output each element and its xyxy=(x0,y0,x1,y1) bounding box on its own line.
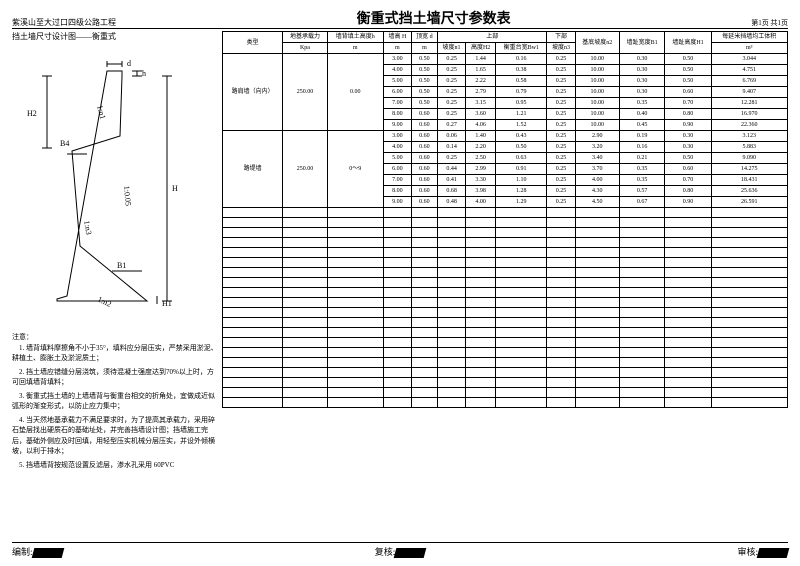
table-row xyxy=(223,318,788,328)
table-row xyxy=(223,398,788,408)
svg-text:H2: H2 xyxy=(27,109,37,118)
table-row xyxy=(223,238,788,248)
table-row xyxy=(223,248,788,258)
table-row xyxy=(223,218,788,228)
table-row xyxy=(223,278,788,288)
table-row xyxy=(223,268,788,278)
table-row xyxy=(223,298,788,308)
parameter-table: 类型地基承载力墙背填土高度h墙高 H顶宽 d上部下部基底坡度n2墙趾宽度B1墙趾… xyxy=(222,31,788,408)
prepare-label: 编制: xyxy=(12,547,33,557)
table-row xyxy=(223,328,788,338)
svg-text:1:0.05: 1:0.05 xyxy=(122,185,133,206)
table-row xyxy=(223,358,788,368)
svg-text:d: d xyxy=(127,59,131,68)
review-label: 复核: xyxy=(375,547,396,557)
note-item: 2. 挡土墙应错缝分层浇筑，须待混凝土强度达到70%以上时，方可回填墙背填料； xyxy=(12,367,218,388)
page-number: 第1页 共1页 xyxy=(751,18,788,28)
svg-text:1:n2: 1:n2 xyxy=(96,295,113,309)
notes-title: 注意： xyxy=(12,332,218,343)
table-row xyxy=(223,208,788,218)
table-row xyxy=(223,388,788,398)
svg-text:H: H xyxy=(172,184,178,193)
table-row: 路堤墙250.000～93.000.600.061.400.430.252.90… xyxy=(223,131,788,142)
svg-text:B1: B1 xyxy=(117,261,126,270)
notes-section: 注意： 1. 墙背填料摩擦角不小于35°，填料应分层压实，严禁采用淤泥、耕植土、… xyxy=(12,332,218,470)
signature-icon xyxy=(757,548,790,558)
table-row xyxy=(223,288,788,298)
approve-label: 审核: xyxy=(737,547,758,557)
subtitle: 紫溪山至大过口四级公路工程 xyxy=(12,17,116,28)
svg-text:1:n3: 1:n3 xyxy=(82,220,93,236)
footer: 编制: 复核: 审核: xyxy=(12,542,788,558)
note-item: 4. 当天然地基承载力不满足要求时，为了提高其承载力，采用碎石垫层找出硬质石的基… xyxy=(12,415,218,457)
signature-icon xyxy=(31,548,64,558)
svg-text:1:n1: 1:n1 xyxy=(95,104,107,120)
table-row xyxy=(223,228,788,238)
signature-icon xyxy=(394,548,427,558)
table-row xyxy=(223,258,788,268)
table-row: 路肩墙（向内）250.000.003.000.500.251.440.160.2… xyxy=(223,54,788,65)
table-row xyxy=(223,348,788,358)
diagram-title: 挡土墙尺寸设计图——衡重式 xyxy=(12,31,218,42)
svg-text:h: h xyxy=(142,69,146,78)
note-item: 1. 墙背填料摩擦角不小于35°，填料应分层压实，严禁采用淤泥、耕植土、膨胀土及… xyxy=(12,343,218,364)
wall-diagram: h d H2 B4 1:n1 1:0.05 1:n3 1:n2 H B1 H1 xyxy=(12,46,212,326)
table-row xyxy=(223,368,788,378)
note-item: 5. 挡墙墙背按规范设置反滤层，渗水孔采用 60PVC xyxy=(12,460,218,471)
table-row xyxy=(223,308,788,318)
svg-text:B4: B4 xyxy=(60,139,69,148)
note-item: 3. 衡重式挡土墙的上墙墙背与衡重台相交的折角处，宜做成近似弧形的渐变形式，以防… xyxy=(12,391,218,412)
table-row xyxy=(223,338,788,348)
page-title: 衡重式挡土墙尺寸参数表 xyxy=(116,8,751,28)
svg-text:H1: H1 xyxy=(162,299,172,308)
table-row xyxy=(223,378,788,388)
